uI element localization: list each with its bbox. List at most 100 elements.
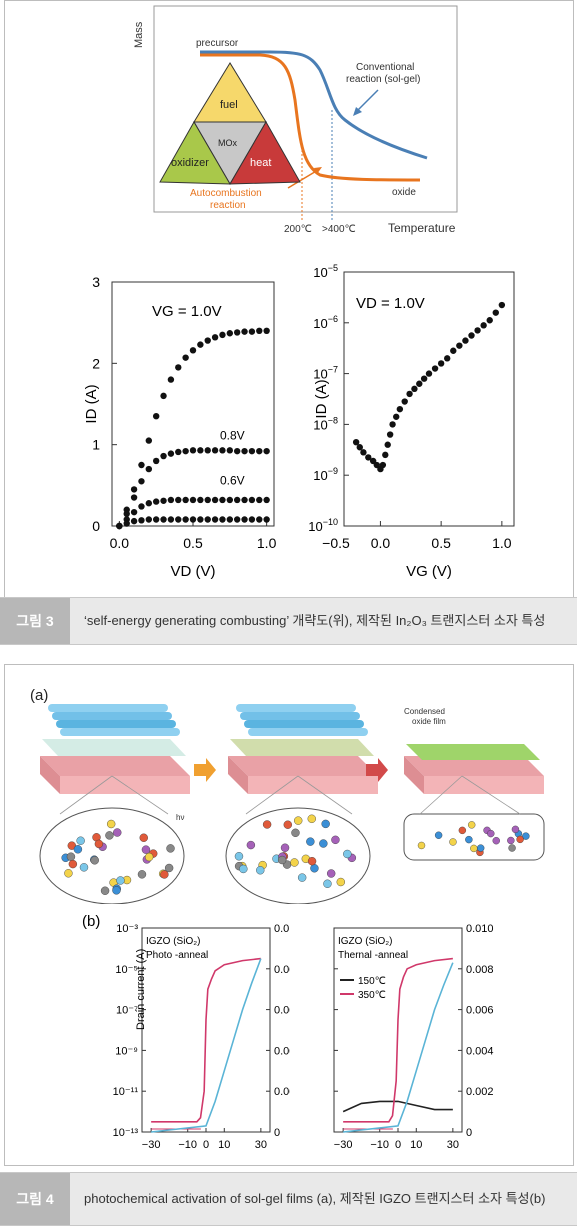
tga-y-label: Mass (133, 21, 145, 48)
data-point (182, 516, 189, 523)
y-axis-label: Drain current (A) (135, 949, 147, 1030)
molecule-atom (336, 877, 345, 887)
y-tick-label: 10⁻⁹ (115, 1045, 138, 1057)
molecule-atom (294, 816, 303, 825)
molecule-atom (139, 833, 148, 842)
data-point (160, 452, 167, 460)
molecule-atom (234, 852, 244, 861)
x-axis-label: VD (V) (171, 563, 216, 580)
molecule-atom (64, 869, 73, 878)
data-point (145, 437, 153, 444)
data-point (219, 496, 226, 504)
data-point (384, 441, 391, 448)
data-point (211, 334, 219, 341)
data-point (360, 449, 367, 456)
molecule-atom (105, 831, 114, 840)
molecule-atom (297, 873, 307, 882)
chart-sublabel: Thernal -anneal (338, 950, 408, 961)
y-tick-label-right: 0 (274, 1127, 280, 1139)
y-tick-label: 10⁻¹¹ (113, 1086, 139, 1098)
mox-label: MOx (218, 138, 237, 148)
stage-2-film (228, 704, 378, 794)
data-point (175, 364, 182, 371)
data-point (263, 447, 270, 455)
y-tick-label: 10−7 (313, 365, 338, 382)
molecule-atom (76, 836, 85, 845)
auto-label-1: Autocombustion (190, 188, 262, 199)
y-tick-label: 10−5 (313, 263, 338, 280)
stage-1-film (40, 704, 190, 794)
x-tick-label: −0.5 (322, 535, 350, 551)
data-point (138, 478, 145, 485)
data-point (145, 500, 153, 507)
y-tick-label: 10−10 (308, 517, 338, 534)
auto-label-2: reaction (210, 200, 246, 211)
molecule-atom (291, 828, 300, 838)
photochemical-schematic: (a) hν Condensed oxide f (30, 687, 545, 904)
data-point (189, 447, 197, 454)
legend-label: 150℃ (358, 976, 386, 987)
data-point (416, 380, 423, 387)
molecule-atom (262, 820, 272, 829)
molecule-atom (280, 843, 290, 852)
data-point (382, 451, 389, 459)
data-point (160, 497, 167, 504)
data-point (233, 329, 241, 336)
data-point (175, 516, 182, 523)
data-point (182, 354, 189, 361)
data-point (175, 496, 182, 504)
data-point (138, 503, 145, 510)
data-point (248, 328, 256, 335)
molecule-atom (100, 886, 110, 895)
data-point (462, 337, 469, 344)
molecule-atom (310, 864, 319, 873)
chart-sublabel: Photo -anneal (146, 950, 208, 961)
y-tick-label-right: 0 (466, 1127, 472, 1139)
x-tick-label: 1.0 (492, 535, 512, 551)
data-point (241, 516, 248, 523)
data-point (123, 510, 130, 517)
data-point (431, 365, 439, 372)
molecule-atom (417, 841, 426, 850)
data-point (437, 360, 445, 367)
data-point (386, 431, 394, 438)
data-point (241, 447, 248, 455)
data-point (486, 317, 493, 324)
data-point (263, 496, 270, 504)
data-point (197, 341, 204, 348)
x-tick-label: 30 (255, 1139, 267, 1151)
molecule-atom (468, 821, 476, 829)
y-tick-label-right: 0.008 (274, 964, 290, 976)
data-point (211, 516, 219, 523)
molecule-atom (326, 869, 336, 878)
data-point (197, 447, 204, 454)
condensed-label-2: oxide film (412, 717, 446, 726)
data-point (263, 327, 270, 334)
plot-frame (343, 271, 515, 527)
data-point (241, 496, 248, 504)
molecule-atom (306, 837, 315, 846)
molecule-atom (166, 844, 175, 853)
molecule-atom (141, 845, 151, 854)
tga-200-label: 200℃ (284, 224, 312, 235)
x-tick-label: −30 (142, 1139, 161, 1151)
data-point (233, 447, 241, 455)
fire-triangle: fuel MOx oxidizer heat (159, 62, 301, 185)
data-point (226, 330, 234, 337)
x-tick-label: 1.0 (257, 535, 277, 551)
data-point (197, 516, 204, 523)
data-point (411, 385, 418, 393)
molecule-atom (116, 876, 125, 885)
data-point (396, 405, 404, 413)
hv-label: hν (176, 813, 184, 822)
molecule-atom (516, 835, 524, 844)
molecule-atom (79, 863, 89, 872)
chart-title: VG = 1.0V (152, 303, 222, 320)
y-axis-label: ID (A) (313, 379, 330, 418)
caption-tag: 그림 4 (0, 1173, 70, 1225)
y-tick-label: 10⁻¹³ (113, 1127, 139, 1139)
data-point (145, 465, 153, 473)
data-point (406, 390, 413, 398)
molecule-atom (487, 829, 495, 838)
